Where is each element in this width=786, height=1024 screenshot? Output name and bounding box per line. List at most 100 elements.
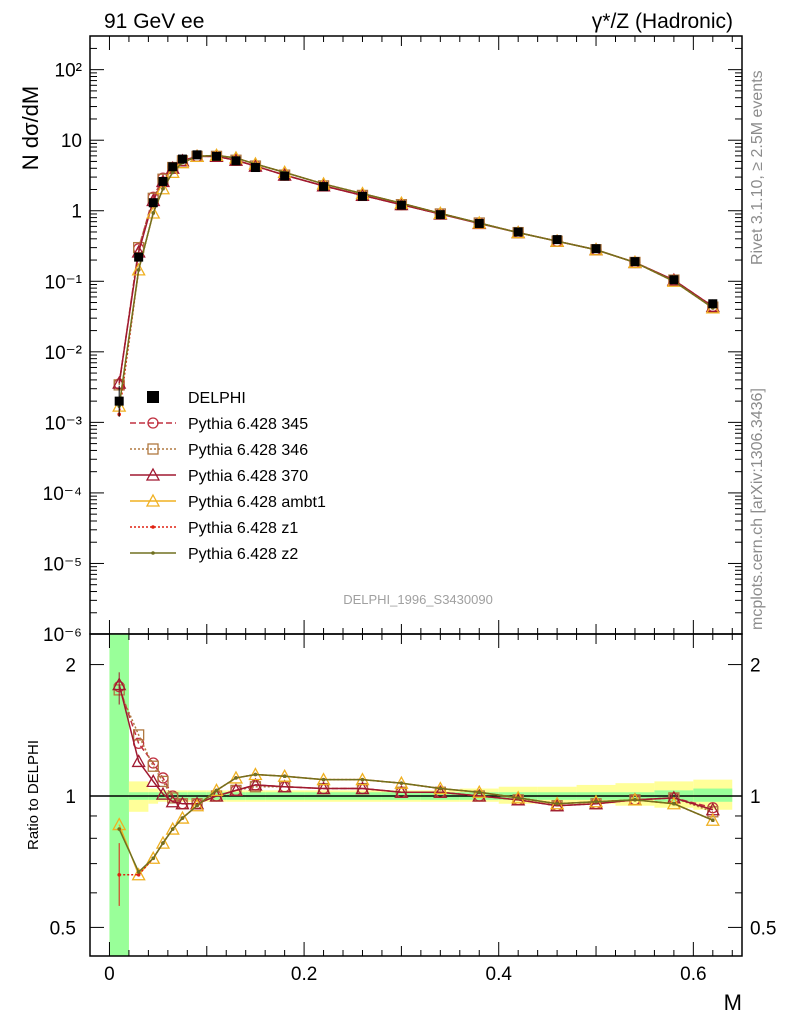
data-point-delphi [319,182,329,192]
main-point-z2 [151,211,156,215]
legend: DELPHI Pythia 6.428 345 Pythia 6.428 346 Py… [130,390,326,563]
main-y-tick-label: 10⁻³ [45,413,83,434]
main-point-ambt1 [155,181,171,195]
ratio-point-z2 [195,803,199,808]
x-tick-label: 0.4 [486,964,513,985]
x-tick-label: 0 [104,964,115,985]
legend-label: Pythia 6.428 z2 [188,546,298,563]
main-line-370 [118,155,714,384]
ratio-point-370 [228,783,244,797]
data-point-delphi [148,198,158,208]
data-point-delphi [168,162,178,172]
main-point-z2 [136,268,141,272]
main-panel: 10⁻⁶ 10⁻⁵ 10⁻⁴ 10⁻³ 10⁻² 10⁻¹ 1 10 10² DELPHI Pyth… [43,35,743,646]
main-point-z2 [170,170,175,175]
legend-marker [147,417,159,429]
ratio-point-346 [133,729,145,741]
ratio-point-ambt1 [209,783,224,797]
data-point-delphi [708,299,718,309]
legend-label: Pythia 6.428 ambt1 [188,494,326,511]
ratio-point-z2 [711,818,715,823]
main-line-345 [118,155,714,385]
main-line-ambt1 [118,154,714,407]
ratio-y-tick-label-right: 0.5 [750,918,776,939]
ratio-point-370 [588,796,604,810]
ratio-point-z2 [633,798,637,802]
main-y-tick-label: 10⁻⁴ [43,484,82,505]
ratio-point-370 [394,784,409,798]
legend-label: Pythia 6.428 346 [188,442,308,459]
ratio-point-370 [316,781,331,795]
main-point-z2 [161,186,165,191]
ratio-point-346 [147,760,159,772]
ratio-point-370 [146,774,161,788]
ratio-point-370 [175,796,190,810]
ratio-series-group [90,634,742,956]
legend-marker [145,493,161,507]
ratio-point-z2 [161,841,165,845]
ratio-point-ambt1 [155,835,171,849]
ratio-point-ambt1 [175,810,190,824]
main-line-z1 [118,154,714,415]
ratio-point-z1 [136,872,141,877]
data-point-delphi [250,163,260,173]
data-point-delphi [192,150,202,160]
ratio-point-z2 [594,799,598,804]
ratio-y-tick-label: 2 [65,656,76,677]
main-y-tick-label: 1 [71,202,82,223]
data-point-delphi [280,171,290,181]
ratio-point-370 [248,777,263,791]
legend-marker [147,391,159,403]
ratio-point-z2 [516,796,520,800]
header-right: γ*/Z (Hadronic) [592,10,733,33]
ratio-point-z2 [170,827,175,831]
ratio-point-z2 [234,776,238,780]
side-text-top: Rivet 3.1.10, ≥ 2.5M events [749,70,766,265]
data-point-delphi [669,275,679,285]
x-tick-label: 0.6 [680,964,706,985]
ratio-point-370 [155,786,171,800]
data-point-delphi [158,176,168,186]
ratio-point-z2 [214,788,219,793]
legend-label: Pythia 6.428 345 [188,416,308,433]
ratio-point-370 [433,784,448,798]
ratio-point-z2 [321,777,326,782]
data-point-delphi [513,227,523,237]
ratio-point-z2 [477,790,482,795]
ratio-y-tick-label: 1 [65,787,76,808]
ratio-point-z2 [253,772,258,777]
ratio-frame [89,633,743,957]
ratio-point-z2 [117,827,121,831]
ratio-y-axis-label: Ratio to DELPHI [25,740,42,850]
ratio-point-370 [550,798,565,812]
ratio-point-z2 [282,774,287,779]
side-text-bottom: mcplots.cern.ch [arXiv:1306.3436] [749,388,766,630]
legend-label: DELPHI [188,390,246,407]
data-point-delphi [630,257,640,267]
legend-label: Pythia 6.428 370 [188,468,308,485]
ratio-point-z2 [180,816,185,820]
ratio-y-tick-label-right: 2 [750,656,761,677]
legend-label: Pythia 6.428 z1 [188,520,298,537]
ratio-point-370 [472,788,487,802]
data-point-delphi [134,252,144,262]
ratio-y-tick-label-right: 1 [750,787,761,808]
data-point-delphi [591,244,601,254]
main-y-axis-label: N dσ/dM [18,86,43,171]
legend-marker [145,467,161,481]
main-line-z2 [118,154,714,407]
data-point-delphi [552,235,562,245]
main-y-tick-label: 10⁻² [45,343,83,364]
ratio-point-346 [157,775,169,788]
ratio-point-z2 [136,870,141,874]
ratio-point-z2 [360,777,365,782]
main-y-tick-label: 10⁻⁶ [43,625,82,646]
x-axis-label: M [724,990,742,1015]
data-point-delphi [396,200,406,210]
ratio-point-ambt1 [189,798,205,812]
main-y-tick-label: 10² [55,61,82,82]
data-point-delphi [231,156,241,166]
data-point-delphi [474,218,484,228]
ratio-point-z2 [151,856,156,861]
